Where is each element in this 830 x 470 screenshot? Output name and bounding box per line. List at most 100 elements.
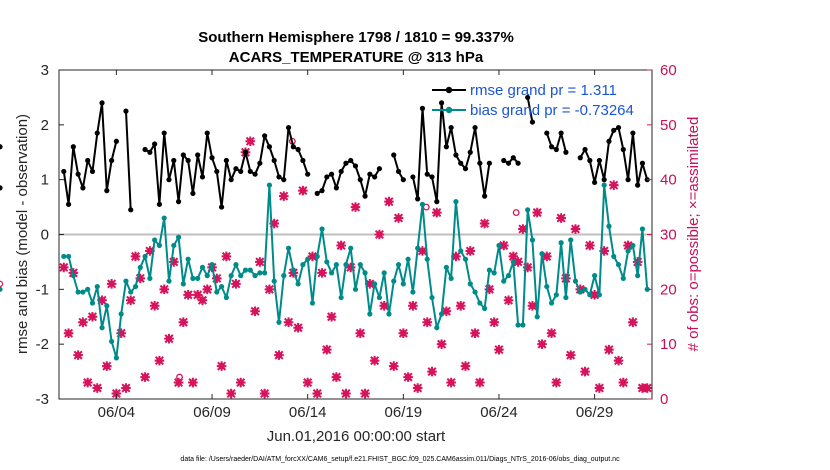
y-tick-label: -1 xyxy=(36,281,49,298)
rmse-point xyxy=(525,94,531,101)
obs-assimilated-marker xyxy=(125,295,136,306)
obs-assimilated-marker xyxy=(503,295,514,306)
rmse-point xyxy=(467,149,473,155)
bias-point xyxy=(615,262,622,268)
bias-point xyxy=(381,270,387,276)
rmse-point xyxy=(218,204,225,210)
obs-assimilated-marker xyxy=(374,229,385,240)
bias-point xyxy=(281,273,287,279)
bias-point xyxy=(300,262,306,268)
rmse-point xyxy=(510,155,516,161)
obs-assimilated-marker xyxy=(618,377,629,388)
bias-point xyxy=(386,311,392,317)
bias-point xyxy=(271,278,277,284)
bias-point xyxy=(625,248,631,254)
x-tick-label: 06/04 xyxy=(98,404,136,421)
rmse-point xyxy=(199,174,206,180)
rmse-point xyxy=(477,160,483,166)
obs-assimilated-marker xyxy=(527,300,538,311)
chart-subtitle: ACARS_TEMPERATURE @ 313 hPa xyxy=(229,49,484,66)
rmse-point xyxy=(175,199,182,205)
obs-assimilated-marker xyxy=(460,361,471,371)
obs-assimilated-marker xyxy=(255,257,265,267)
y-right-tick-label: 40 xyxy=(660,172,677,189)
bias-point xyxy=(123,278,129,284)
bias-point xyxy=(611,253,617,260)
x-tick-label: 06/14 xyxy=(289,404,327,421)
rmse-point xyxy=(0,185,3,191)
obs-assimilated-marker xyxy=(484,284,495,295)
rmse-point xyxy=(262,133,268,139)
rmse-point xyxy=(290,144,296,150)
legend-bias-label: bias grand pr = -0.73264 xyxy=(470,102,634,119)
bias-point xyxy=(438,311,445,317)
x-tick-label: 06/09 xyxy=(193,404,231,421)
bias-point xyxy=(544,283,550,290)
bias-point xyxy=(515,322,521,328)
obs-assimilated-marker xyxy=(283,317,294,328)
obs-assimilated-marker xyxy=(106,279,117,289)
bias-point xyxy=(75,289,81,295)
bias-point xyxy=(132,283,139,290)
bias-point xyxy=(415,245,421,251)
bias-point xyxy=(419,201,426,207)
chart-title: Southern Hemisphere 1798 / 1810 = 99.337… xyxy=(198,29,514,46)
bias-point xyxy=(204,273,210,279)
bias-point xyxy=(477,300,483,306)
rmse-point xyxy=(147,149,153,155)
rmse-point xyxy=(104,188,110,194)
rmse-point xyxy=(352,163,359,169)
obs-assimilated-marker xyxy=(307,251,318,262)
obs-assimilated-marker xyxy=(92,383,103,393)
obs-assimilated-marker xyxy=(446,377,456,388)
rmse-point xyxy=(324,174,330,180)
bias-point xyxy=(410,289,416,295)
rmse-point xyxy=(376,166,383,172)
rmse-point xyxy=(89,168,96,175)
obs-assimilated-marker xyxy=(331,372,342,382)
obs-assimilated-marker xyxy=(87,311,98,322)
obs-assimilated-marker xyxy=(489,317,499,328)
obs-assimilated-marker xyxy=(149,300,160,311)
bias-point xyxy=(400,281,406,287)
obs-assimilated-marker xyxy=(226,388,236,399)
rmse-point xyxy=(438,100,445,106)
rmse-point xyxy=(400,177,406,183)
bias-point xyxy=(214,289,220,295)
bias-point xyxy=(242,267,249,273)
obs-assimilated-marker xyxy=(231,279,241,289)
obs-assimilated-marker xyxy=(73,350,83,360)
rmse-point xyxy=(639,160,646,166)
legend-rmse-marker xyxy=(445,86,453,94)
obs-assimilated-marker xyxy=(431,207,442,218)
obs-assimilated-marker xyxy=(360,388,370,399)
rmse-point xyxy=(333,185,339,191)
rmse-point xyxy=(544,130,550,136)
rmse-point xyxy=(233,166,239,172)
obs-possible-marker xyxy=(512,209,520,217)
bias-point xyxy=(218,283,225,290)
obs-assimilated-marker xyxy=(379,300,389,311)
obs-assimilated-marker xyxy=(336,240,346,251)
rmse-point xyxy=(257,160,263,166)
bias-point xyxy=(548,300,555,306)
obs-assimilated-marker xyxy=(441,306,452,317)
bias-point xyxy=(429,294,435,301)
rmse-point xyxy=(558,130,564,136)
obs-assimilated-marker xyxy=(82,377,93,388)
rmse-point xyxy=(606,138,612,144)
bias-point xyxy=(118,311,124,317)
bias-point xyxy=(199,264,206,270)
bias-point xyxy=(596,292,602,298)
bias-point xyxy=(319,226,325,232)
obs-assimilated-marker xyxy=(197,295,208,306)
bias-point xyxy=(171,242,177,249)
obs-possible-marker xyxy=(176,373,183,381)
obs-assimilated-marker xyxy=(565,350,576,360)
obs-assimilated-marker xyxy=(494,344,504,355)
bias-point xyxy=(190,275,196,281)
bias-point xyxy=(223,294,229,301)
bias-point xyxy=(505,273,512,279)
bias-point xyxy=(343,262,349,268)
